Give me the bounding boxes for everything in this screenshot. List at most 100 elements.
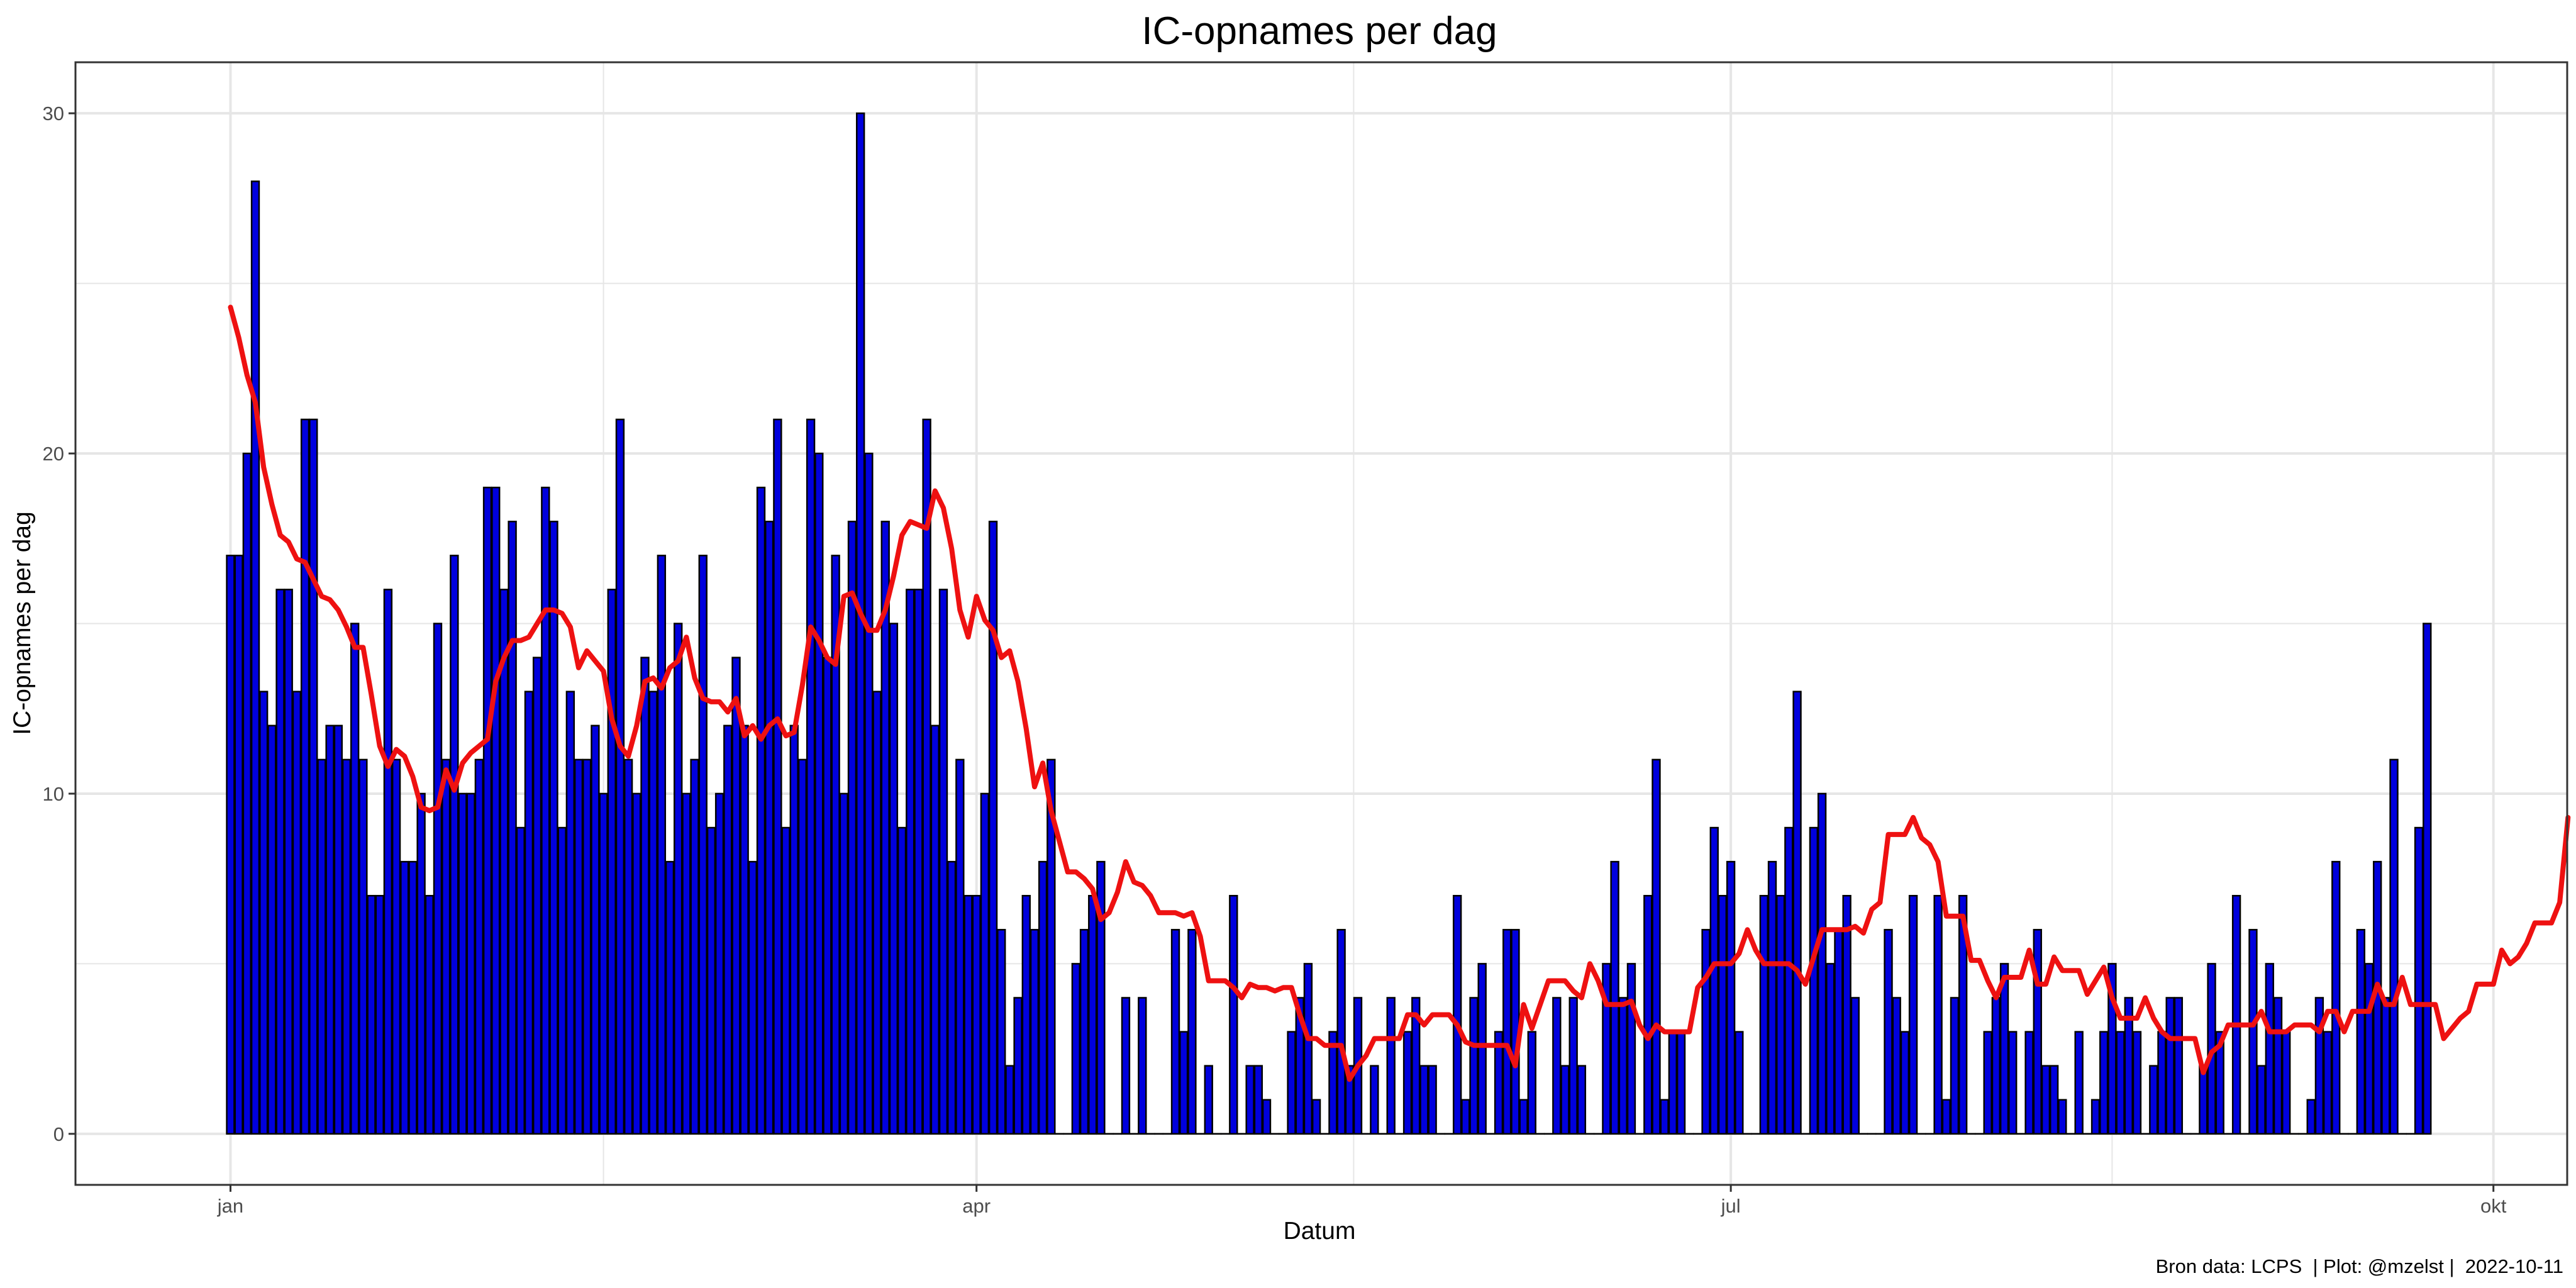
bar [1817,792,1827,1135]
bar [1842,894,1852,1135]
bar [441,758,451,1135]
bar [615,418,625,1135]
bar [2157,1031,2167,1135]
bar [906,589,915,1135]
bar [2306,1099,2316,1135]
bar [2041,1065,2051,1135]
bar [756,486,766,1135]
bar [2132,1031,2142,1135]
bar [2423,623,2432,1135]
bar [1577,1065,1587,1135]
bar [532,657,542,1135]
bar [2090,1099,2101,1135]
bar [1419,1065,1429,1135]
bar [1461,1099,1470,1135]
chart-title: IC-opnames per dag [1141,9,1497,53]
bar [2414,826,2424,1135]
bar [1792,691,1802,1135]
bar [1941,1099,1951,1135]
bar [259,691,269,1135]
bar [1494,1031,1504,1135]
bar [1287,1031,1296,1135]
bar [607,589,616,1135]
bar [1121,997,1131,1135]
bar [2314,997,2324,1135]
bar [2174,997,2184,1135]
bar [1452,894,1462,1135]
bar [823,657,832,1135]
bar [1701,929,1711,1135]
bar [450,555,459,1135]
bar [1204,1065,1213,1135]
y-tick-label: 30 [43,103,64,125]
bar [1759,894,1769,1135]
bar [1618,997,1628,1135]
bar [599,792,608,1135]
bar [674,623,683,1135]
bar [2058,1099,2067,1135]
bar [839,792,848,1135]
bar [565,691,575,1135]
bar [1187,929,1197,1135]
bar [1626,963,1636,1135]
bar [226,555,235,1135]
x-tick-label: apr [962,1195,991,1217]
bar [2331,860,2341,1135]
x-axis-title: Datum [1284,1218,1356,1245]
bar [1253,1065,1263,1135]
bar [1908,894,1918,1135]
bar [1477,963,1487,1135]
bar [2273,997,2283,1135]
bar [1311,1099,1321,1135]
bar [416,792,426,1135]
bar [1046,758,1056,1135]
bar [367,894,376,1135]
bar [1303,963,1313,1135]
x-axis: jan apr jul okt [217,1185,2507,1217]
bar [1668,1031,1678,1135]
bar [714,792,724,1135]
bar [1021,894,1031,1135]
caption: Bron data: LCPS | Plot: @mzelst | 2022-1… [2156,1255,2563,1277]
bar [433,623,443,1135]
moving-average-line [228,304,2571,1082]
bar [872,691,882,1135]
bar [1900,1031,1910,1135]
bar [880,520,890,1135]
bar [2116,1031,2125,1135]
bar [2199,1065,2208,1135]
bar [1527,1031,1536,1135]
bar [648,691,658,1135]
bar [1991,997,2001,1135]
bar [1502,929,1512,1135]
bar [300,418,310,1135]
bar [474,758,484,1135]
bar [333,724,343,1135]
bar [623,758,633,1135]
bar [2282,1031,2291,1135]
bar [1784,826,1794,1135]
bar [341,758,352,1135]
y-axis-title: IC-opnames per dag [9,511,36,735]
y-tick-label: 20 [43,443,64,465]
bar [922,418,931,1135]
plot-frame [74,61,2568,1186]
bar [2049,1065,2059,1135]
bar [383,589,393,1135]
bar [1138,997,1147,1135]
bar [1950,997,1960,1135]
bar [1179,1031,1189,1135]
bar [1892,997,1901,1135]
bar [425,894,434,1135]
bar [350,623,360,1135]
x-tick-label: jan [217,1195,243,1217]
bar [309,418,318,1135]
bar [2074,1031,2084,1135]
bar [2099,1031,2109,1135]
bar [549,520,558,1135]
bar [698,555,708,1135]
bar [1469,997,1479,1135]
bar [557,826,567,1135]
bar [1295,997,1304,1135]
